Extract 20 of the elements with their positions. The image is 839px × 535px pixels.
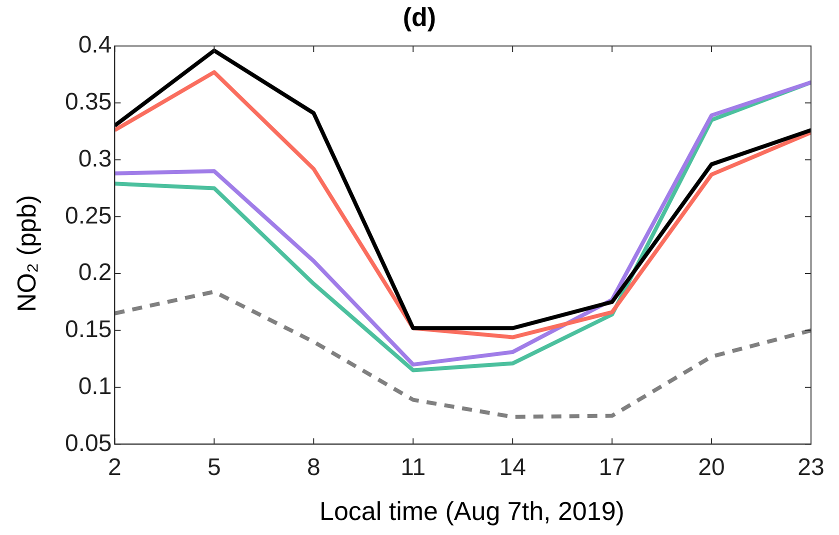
y-tick-label: 0.2	[78, 259, 112, 286]
x-tick-label: 2	[108, 454, 122, 482]
y-tick-label: 0.3	[78, 145, 112, 172]
y-tick-label: 0.05	[64, 430, 112, 457]
x-tick-label: 8	[306, 454, 320, 482]
y-tick-label: 0.1	[78, 372, 112, 400]
y-tick-label: 0.4	[78, 32, 112, 59]
x-tick-label: 11	[400, 454, 426, 482]
x-axis-title: Local time (Aug 7th, 2019)	[318, 496, 626, 527]
y-tick-label: 0.25	[64, 202, 112, 230]
y-axis-title: NO₂ (ppb)	[12, 194, 42, 314]
y-tick-label: 0.15	[64, 316, 112, 344]
y-tick-label: 0.35	[64, 88, 112, 116]
x-tick-label: 17	[598, 454, 626, 482]
x-tick-label: 14	[499, 454, 526, 482]
x-tick-label: 5	[208, 454, 221, 482]
x-tick-label: 20	[698, 454, 725, 482]
line-series	[114, 290, 811, 419]
chart-title: (d)	[402, 2, 438, 33]
x-tick-label: 23	[798, 454, 824, 482]
